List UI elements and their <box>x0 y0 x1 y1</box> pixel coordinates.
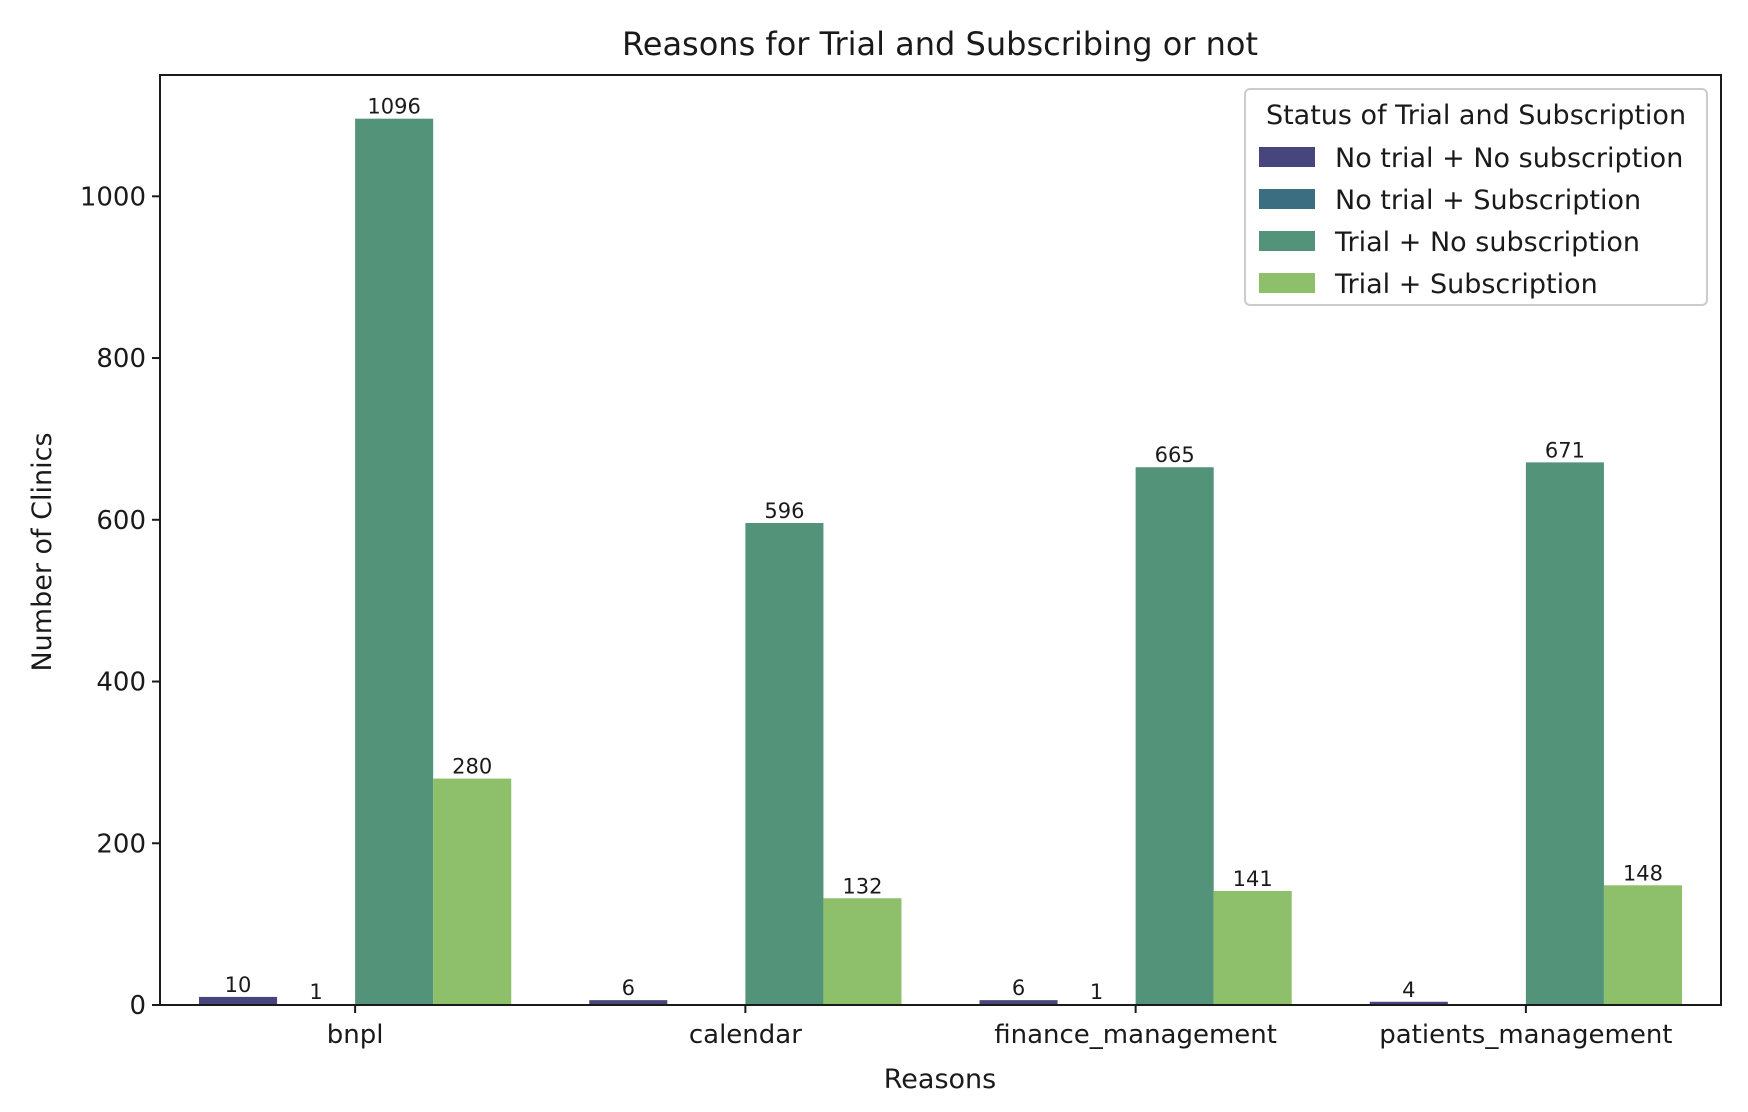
data-label: 132 <box>842 874 882 898</box>
x-tick-label: patients_management <box>1379 1020 1672 1050</box>
y-tick-label: 400 <box>96 668 146 698</box>
legend: Status of Trial and Subscription No trial… <box>1244 88 1708 306</box>
y-tick-label: 600 <box>96 506 146 536</box>
chart-title: Reasons for Trial and Subscribing or not <box>622 25 1258 63</box>
bar <box>589 1000 668 1005</box>
legend-entry-label: Trial + Subscription <box>1334 269 1598 300</box>
y-tick-label: 1000 <box>80 182 146 212</box>
legend-entry-label: No trial + Subscription <box>1335 185 1641 216</box>
bar <box>823 898 902 1005</box>
legend-box <box>1244 88 1708 306</box>
plot-frame <box>159 74 1722 1006</box>
bar <box>433 778 512 1005</box>
x-tick-label: finance_management <box>994 1020 1277 1050</box>
bar <box>199 996 278 1005</box>
legend-title: Status of Trial and Subscription <box>1266 100 1686 131</box>
x-axis-label: Reasons <box>884 1064 996 1095</box>
x-tick-label: calendar <box>689 1020 802 1050</box>
legend-swatch <box>1259 189 1315 209</box>
plot-area: 10 6 6 4 1 1 1096 596 665 671 280 132 141 148 0 200 400 6… <box>80 74 1722 1050</box>
bar <box>979 1000 1058 1005</box>
y-tick-label: 200 <box>96 829 146 859</box>
legend-swatch <box>1259 147 1315 167</box>
bar <box>1525 462 1604 1005</box>
data-label: 280 <box>452 755 492 779</box>
legend-swatch <box>1259 231 1315 251</box>
data-label: 148 <box>1623 861 1663 885</box>
data-label: 665 <box>1155 443 1195 467</box>
bar <box>1603 885 1682 1005</box>
data-label: 141 <box>1233 867 1273 891</box>
legend-swatch <box>1259 273 1315 293</box>
data-label: 1096 <box>367 95 420 119</box>
data-label: 1 <box>309 980 322 1004</box>
legend-entry-label: No trial + No subscription <box>1335 143 1683 174</box>
data-label: 10 <box>225 973 252 997</box>
data-label: 596 <box>764 499 804 523</box>
y-tick-label: 0 <box>129 991 146 1021</box>
legend-entry-label: Trial + No subscription <box>1334 227 1640 258</box>
data-label: 4 <box>1402 978 1415 1002</box>
y-axis-label: Number of Clinics <box>27 432 58 671</box>
bar <box>355 118 434 1006</box>
x-tick-label: bnpl <box>327 1020 384 1050</box>
bar <box>745 523 824 1005</box>
data-label: 1 <box>1090 980 1103 1004</box>
y-tick-label: 800 <box>96 344 146 374</box>
bar <box>1213 890 1292 1005</box>
data-label: 671 <box>1545 438 1585 462</box>
bar <box>1135 467 1214 1006</box>
data-label: 6 <box>622 976 635 1000</box>
data-label: 6 <box>1012 976 1025 1000</box>
bar <box>1369 1001 1448 1005</box>
